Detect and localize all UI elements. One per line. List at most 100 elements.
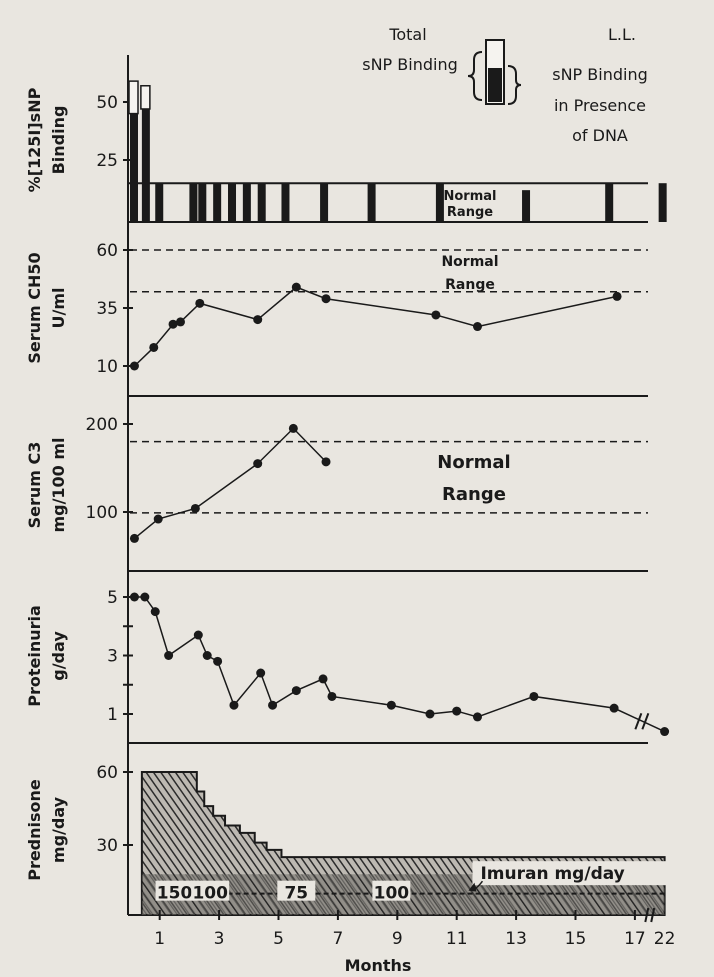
snp-bar-dna xyxy=(198,183,207,222)
x-axis-label: Months xyxy=(345,956,412,975)
ch50-point xyxy=(291,282,301,292)
proteinuria-point xyxy=(472,712,482,722)
ch50-point xyxy=(129,361,139,371)
ch50-point xyxy=(472,322,482,332)
c3-point xyxy=(153,514,163,524)
proteinuria-point xyxy=(213,656,223,666)
legend-dna-line2: in Presence xyxy=(554,96,646,115)
prednisone-tick-label: 60 xyxy=(96,763,118,783)
x-tick-label: 11 xyxy=(446,929,468,949)
proteinuria-break-mark xyxy=(641,712,650,730)
snp-bar-dna xyxy=(141,108,150,222)
proteinuria-break-mark xyxy=(634,712,643,730)
imuran-dose-label-bg xyxy=(191,880,230,901)
imuran-label: Imuran mg/day xyxy=(480,864,624,884)
ch50-normal-label-1: Normal xyxy=(441,254,498,270)
ch50-tick-label: 10 xyxy=(96,357,118,377)
c3-point xyxy=(190,503,200,513)
snp-bar-total xyxy=(128,80,139,115)
legend-total-line2: sNP Binding xyxy=(362,55,458,74)
snp-tick-label: 25 xyxy=(96,151,118,171)
c3-series-line xyxy=(133,427,327,539)
proteinuria-series-line xyxy=(134,596,665,733)
snp-bar-dna xyxy=(228,183,237,222)
legend-dna-line3: of DNA xyxy=(572,126,628,145)
ylabel-c3-line2: mg/100 ml xyxy=(49,437,68,532)
snp-bar-dna xyxy=(605,183,614,222)
proteinuria-point xyxy=(291,686,301,696)
proteinuria-tick-label: 5 xyxy=(107,588,118,608)
ylabel-prednisone-line2: mg/day xyxy=(49,796,68,863)
proteinuria-point xyxy=(327,691,337,701)
ylabel-proteinuria-line1: Proteinuria xyxy=(25,605,44,707)
ch50-point xyxy=(253,315,263,325)
imuran-dose-label-bg xyxy=(277,880,316,901)
ch50-tick-label: 60 xyxy=(96,241,118,261)
proteinuria-point xyxy=(529,691,539,701)
x-axis-break-mark xyxy=(644,907,650,923)
proteinuria-point xyxy=(660,727,670,737)
proteinuria-tick-label: 3 xyxy=(107,647,118,667)
proteinuria-point xyxy=(318,674,328,684)
ylabel-prednisone-line1: Prednisone xyxy=(25,779,44,881)
snp-bar-dna xyxy=(189,183,198,222)
x-tick-label: 1 xyxy=(154,929,165,949)
proteinuria-point xyxy=(425,709,435,719)
snp-bar-dna xyxy=(242,183,251,222)
c3-point xyxy=(288,423,298,433)
snp-bar-dna xyxy=(155,183,164,222)
x-tick-label: 17 xyxy=(624,929,646,949)
snp-tick-label: 50 xyxy=(96,93,118,113)
ylabel-ch50-line1: Serum CH50 xyxy=(25,252,44,363)
ch50-point xyxy=(431,310,441,320)
snp-bar-dna xyxy=(435,183,444,222)
proteinuria-point xyxy=(193,630,203,640)
imuran-arrowhead xyxy=(468,882,477,892)
proteinuria-point xyxy=(150,607,160,617)
imuran-dose-label-bg xyxy=(155,880,194,901)
ch50-point xyxy=(149,342,159,352)
proteinuria-point xyxy=(452,706,462,716)
ch50-point xyxy=(175,317,185,327)
snp-bar-dna xyxy=(320,183,329,222)
c3-point xyxy=(321,457,331,467)
x-tick-label: 9 xyxy=(392,929,403,949)
c3-tick-label: 200 xyxy=(86,415,118,435)
proteinuria-point xyxy=(140,592,150,602)
proteinuria-point xyxy=(256,668,266,678)
imuran-dose-label: 100 xyxy=(374,884,410,904)
proteinuria-point xyxy=(164,651,174,660)
snp-bar-dna xyxy=(658,183,667,222)
prednisone-tick-label: 30 xyxy=(96,836,118,856)
ylabels: %[125I]sNP Binding Serum CH50 U/ml Serum… xyxy=(25,87,68,880)
imuran-dose-label: 75 xyxy=(284,884,308,904)
ch50-point xyxy=(612,291,622,301)
c3-normal-label-1: Normal xyxy=(437,452,510,473)
ch50-normal-label-2: Range xyxy=(445,277,495,293)
snp-bar-dna xyxy=(130,113,138,222)
snp-bar-dna xyxy=(257,183,266,222)
c3-tick-label: 100 xyxy=(86,503,118,523)
ylabel-snp-line2: Binding xyxy=(49,106,68,175)
c3-normal-label-2: Range xyxy=(442,484,506,505)
snp-bar-dna xyxy=(522,190,531,222)
x-tick-label: 22 xyxy=(654,929,676,949)
snp-normal-label-1: Normal xyxy=(444,189,497,204)
x-tick-label: 7 xyxy=(332,929,343,949)
c3-point xyxy=(253,459,263,469)
imuran-dose-label: 150 xyxy=(157,884,193,904)
ylabel-c3-line1: Serum C3 xyxy=(25,442,44,529)
legend-bar-icon xyxy=(467,39,522,105)
snp-bar-dna xyxy=(367,183,376,222)
snp-bar-dna xyxy=(281,183,290,222)
ylabel-proteinuria-line2: g/day xyxy=(49,631,68,681)
legend-dna-line1: sNP Binding xyxy=(552,65,648,84)
ch50-tick-label: 35 xyxy=(96,299,118,319)
x-axis-break-mark xyxy=(650,907,656,923)
x-tick-label: 3 xyxy=(214,929,225,949)
x-tick-label: 15 xyxy=(565,929,587,949)
imuran-dose-label: 100 xyxy=(192,884,228,904)
proteinuria-point xyxy=(229,700,239,710)
ylabel-ch50-line2: U/ml xyxy=(49,288,68,329)
